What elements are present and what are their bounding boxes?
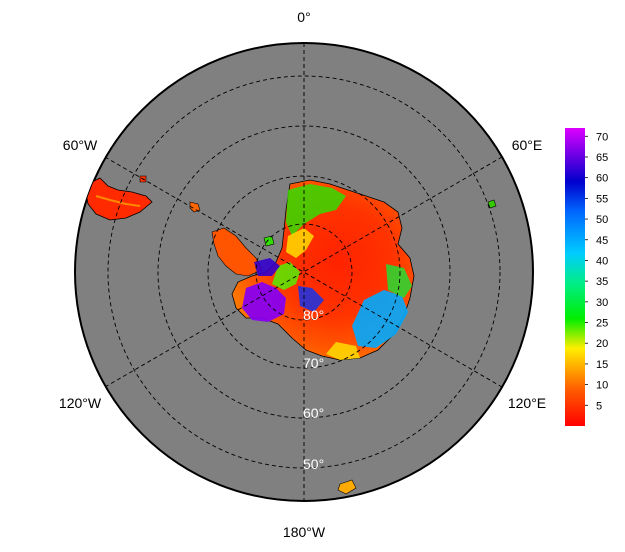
latitude-label: 80° (303, 307, 324, 323)
antarctica-blue-zone-2 (298, 286, 324, 312)
longitude-label: 60°E (512, 137, 543, 153)
antarctica-coast-green (272, 262, 300, 290)
colorbar-tick-label: 20 (596, 338, 608, 350)
colorbar-tick-label: 10 (596, 380, 608, 392)
antarctic-peninsula (211, 227, 263, 277)
south-america-land-detail (95, 195, 141, 207)
south-america-land (85, 177, 153, 221)
colorbar-tick-label: 60 (596, 173, 608, 185)
colorbar-tick-label: 15 (596, 359, 608, 371)
latitude-circle (157, 125, 451, 419)
small-island (189, 201, 201, 213)
latitude-circle (107, 75, 501, 469)
colorbar-tick-label: 65 (596, 152, 608, 164)
colorbar-tick-label: 25 (596, 318, 608, 330)
colorbar-tick-label: 5 (596, 400, 602, 412)
longitude-label: 180°W (283, 524, 326, 540)
small-island (337, 479, 357, 495)
small-island (263, 235, 275, 247)
latitude-label: 70° (303, 355, 324, 371)
antarctica-purple-zone (242, 282, 286, 322)
colorbar-ticks: 5 10 15 20 25 30 35 40 45 50 55 60 65 70 (585, 131, 608, 412)
colorbar-tick-label: 35 (596, 276, 608, 288)
antarctica-east-cyan (352, 290, 408, 348)
longitude-label: 120°E (508, 395, 546, 411)
small-island (487, 199, 497, 209)
latitude-label: 60° (303, 405, 324, 421)
map-content (85, 43, 503, 501)
colorbar-tick-label: 55 (596, 193, 608, 205)
longitude-label: 0° (297, 9, 310, 25)
antarctica-west-green (286, 184, 346, 236)
colorbar-tick-label: 70 (596, 131, 608, 143)
longitude-label: 60°W (63, 137, 98, 153)
antarctica-blue-zone (254, 258, 280, 276)
colorbar-tick-label: 40 (596, 255, 608, 267)
colorbar-tick-label: 45 (596, 235, 608, 247)
colorbar-tick-label: 30 (596, 297, 608, 309)
longitude-label: 120°W (59, 395, 102, 411)
colorbar-gradient (565, 128, 585, 426)
latitude-circle (255, 223, 353, 321)
antarctica-west-yellow (286, 228, 314, 258)
antarctica-east-green (386, 264, 412, 298)
latitude-label: 50° (303, 456, 324, 472)
colorbar-tick-label: 50 (596, 214, 608, 226)
colorbar: 5 10 15 20 25 30 35 40 45 50 55 60 65 70 (565, 128, 608, 426)
